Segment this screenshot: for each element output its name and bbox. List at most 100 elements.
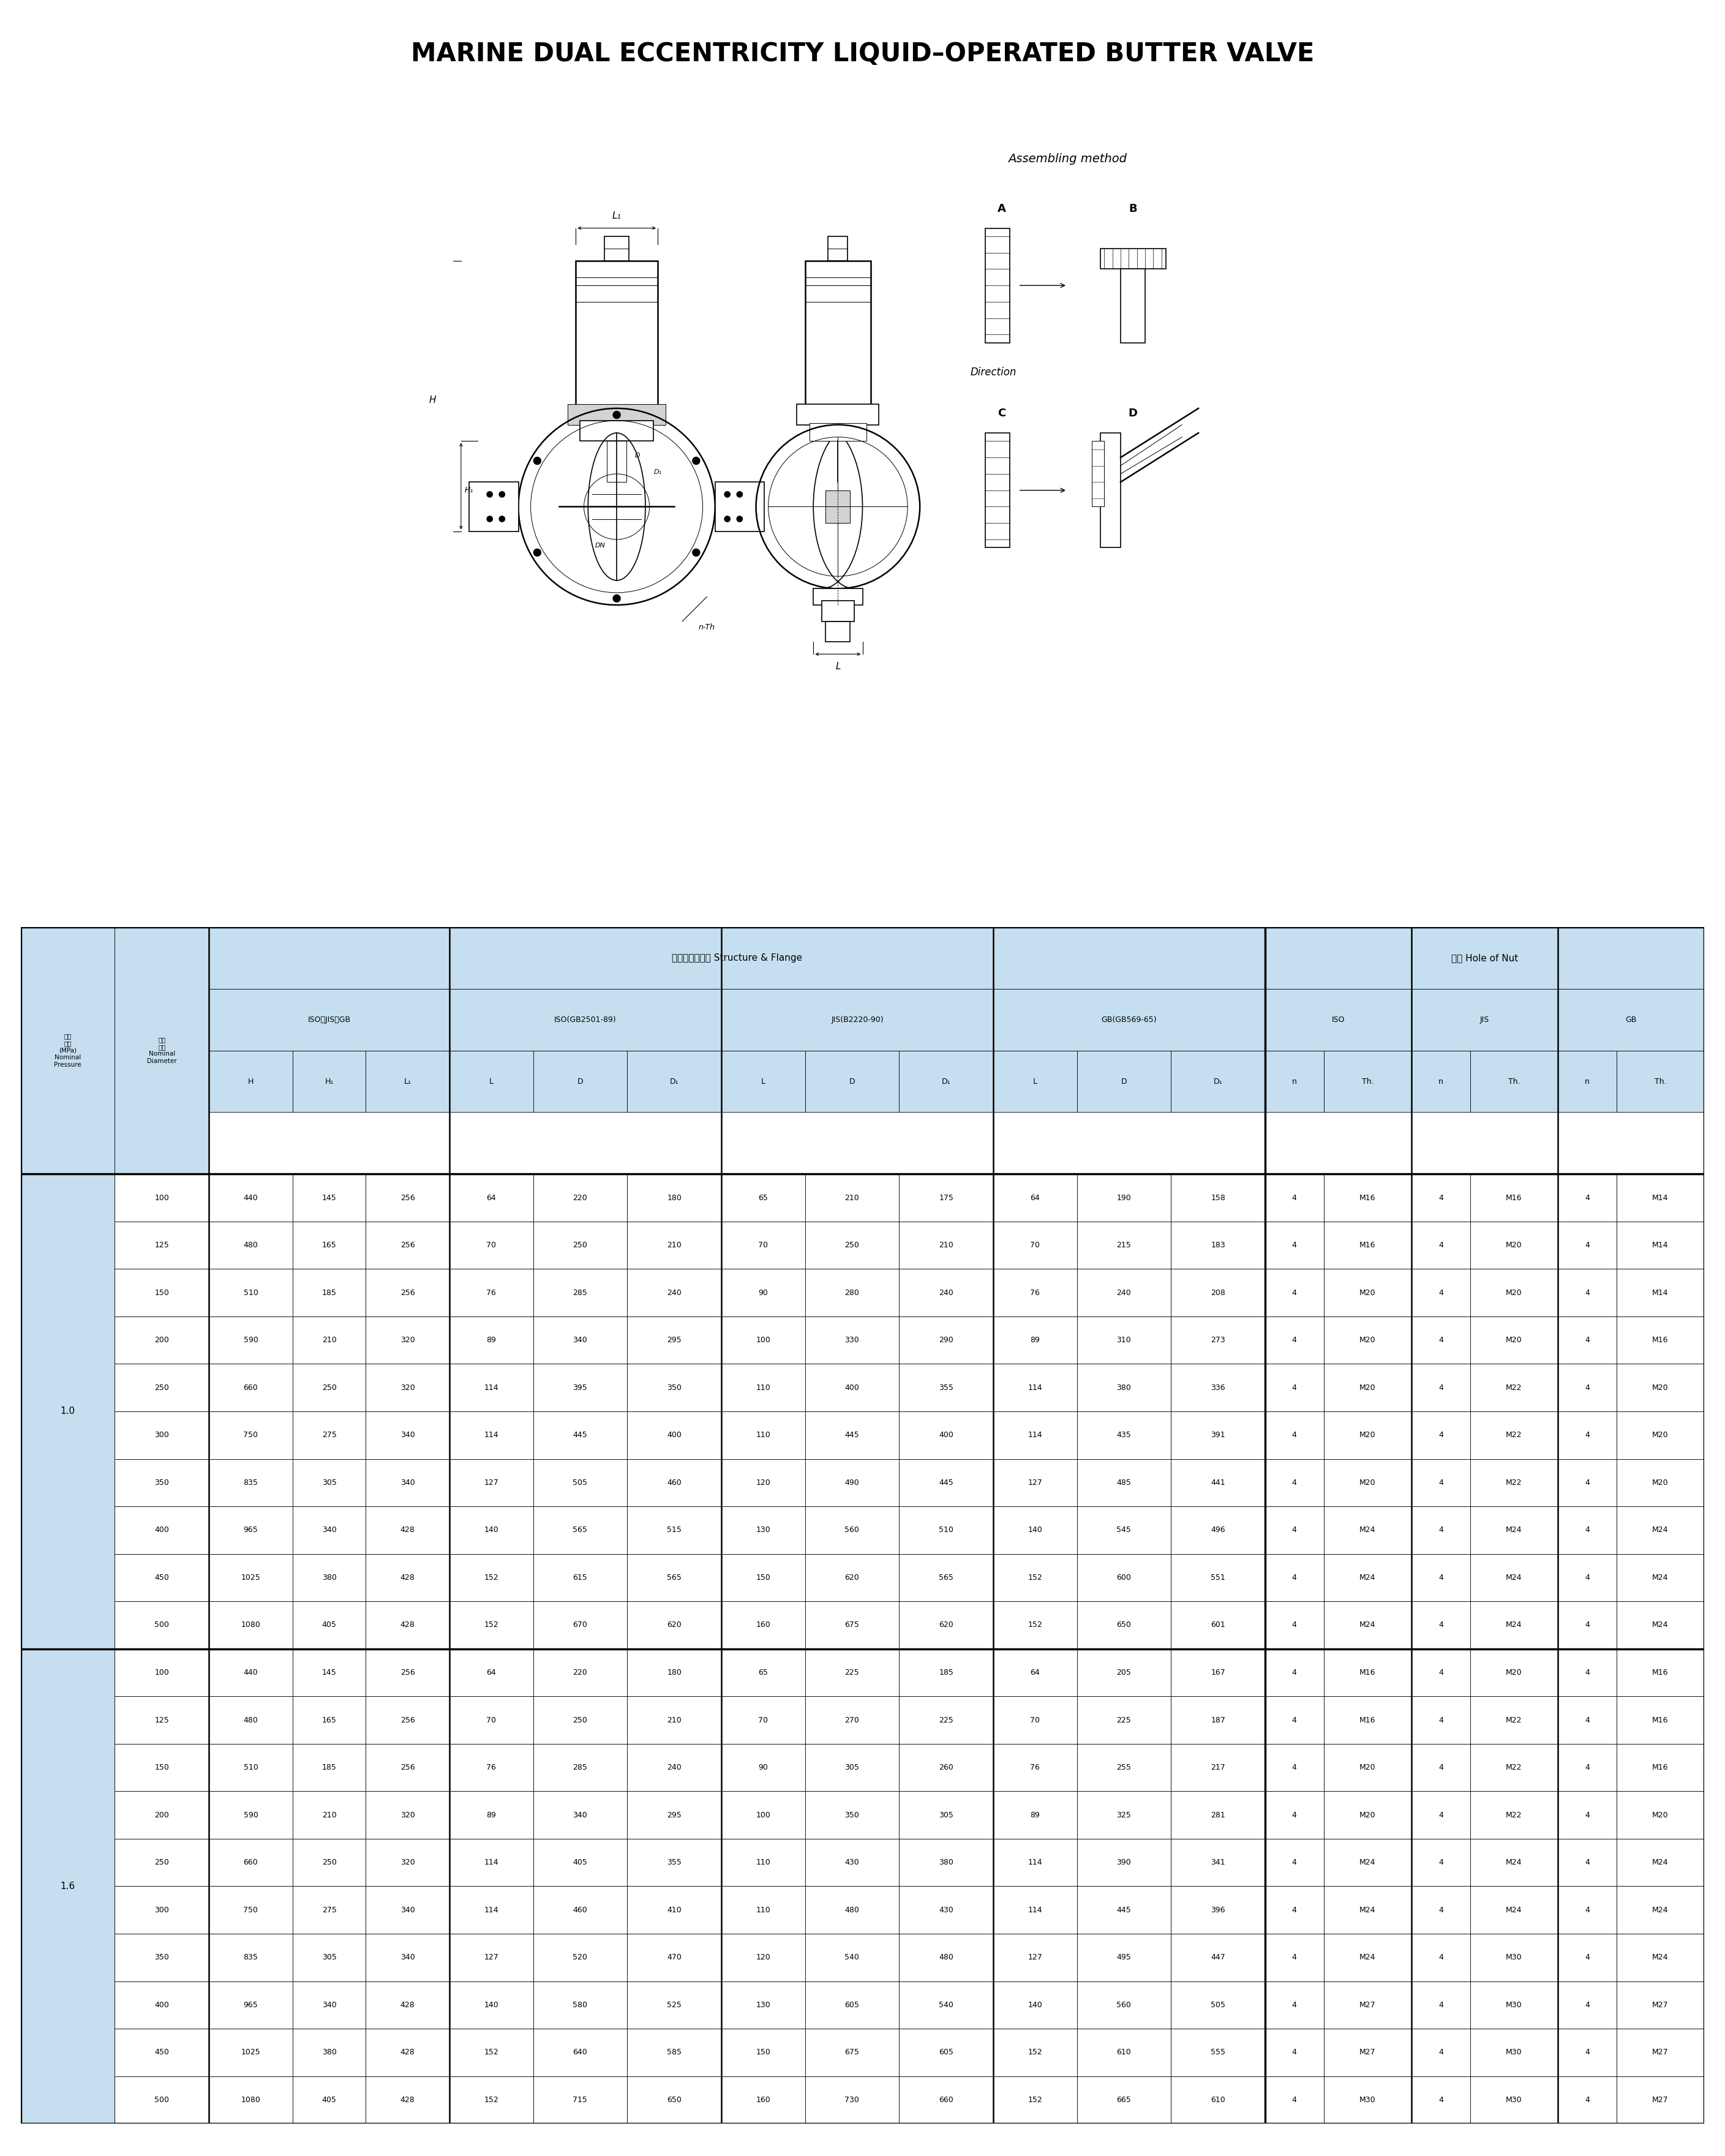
- Text: 127: 127: [1028, 1479, 1042, 1488]
- Bar: [1171, 2029, 1264, 2076]
- Bar: [721, 1649, 806, 1697]
- Bar: [1616, 1602, 1704, 1649]
- Text: 428: 428: [400, 2048, 416, 2057]
- Text: 165: 165: [323, 1716, 336, 1725]
- Bar: [293, 1887, 366, 1934]
- Text: 380: 380: [323, 2048, 336, 2057]
- Bar: [1616, 1365, 1704, 1412]
- Bar: [533, 1934, 628, 1981]
- Bar: [1323, 1697, 1411, 1744]
- Bar: [1616, 1317, 1704, 1365]
- Bar: [899, 1270, 994, 1317]
- Text: 225: 225: [938, 1716, 954, 1725]
- Bar: [1076, 1317, 1171, 1365]
- Bar: [1558, 1554, 1616, 1602]
- Bar: [628, 1554, 721, 1602]
- Bar: [293, 1175, 366, 1222]
- Bar: [209, 1365, 293, 1412]
- Text: H₁: H₁: [324, 1078, 333, 1084]
- Text: 305: 305: [323, 1479, 336, 1488]
- Text: 4: 4: [1439, 1289, 1444, 1296]
- Text: 4: 4: [1292, 2048, 1297, 2057]
- Bar: [899, 1981, 994, 2029]
- Text: 325: 325: [1116, 1811, 1132, 1820]
- Bar: [1411, 1602, 1470, 1649]
- Text: 350: 350: [845, 1811, 859, 1820]
- Text: 640: 640: [573, 2048, 588, 2057]
- Text: 185: 185: [323, 1764, 336, 1772]
- Bar: [994, 1317, 1076, 1365]
- Text: 4: 4: [1439, 1432, 1444, 1440]
- Text: 4: 4: [1585, 1384, 1590, 1391]
- Bar: [1470, 1507, 1558, 1554]
- Bar: [1076, 1412, 1171, 1460]
- Bar: [21, 927, 116, 1175]
- Bar: [899, 1050, 994, 1112]
- Bar: [1470, 1792, 1558, 1839]
- Circle shape: [612, 412, 621, 418]
- Bar: [899, 1839, 994, 1887]
- Text: 340: 340: [573, 1337, 588, 1343]
- Text: 660: 660: [243, 1858, 259, 1867]
- Bar: [1616, 1222, 1704, 1270]
- Text: 256: 256: [400, 1716, 416, 1725]
- Text: 130: 130: [756, 1526, 771, 1535]
- Bar: [209, 1554, 293, 1602]
- Text: M16: M16: [1653, 1669, 1668, 1677]
- Text: M30: M30: [1506, 2048, 1521, 2057]
- Text: M20: M20: [1359, 1479, 1377, 1488]
- Text: 275: 275: [323, 1906, 336, 1915]
- Bar: [450, 1649, 533, 1697]
- Bar: [366, 1175, 450, 1222]
- Bar: [826, 489, 850, 524]
- Bar: [1616, 1554, 1704, 1602]
- Text: 400: 400: [938, 1432, 954, 1440]
- Text: 螺孔 Hole of Nut: 螺孔 Hole of Nut: [1451, 953, 1518, 962]
- Bar: [1616, 1744, 1704, 1792]
- Text: GB: GB: [1625, 1015, 1637, 1024]
- Bar: [721, 1050, 806, 1112]
- Text: 152: 152: [1028, 1621, 1042, 1630]
- Bar: [994, 2029, 1076, 2076]
- Text: M24: M24: [1359, 1953, 1377, 1962]
- Text: 200: 200: [155, 1811, 169, 1820]
- Text: 结构及法兰尺寸 Structure & Flange: 结构及法兰尺寸 Structure & Flange: [671, 953, 802, 962]
- Text: 76: 76: [1030, 1764, 1040, 1772]
- Text: 4: 4: [1439, 1526, 1444, 1535]
- Text: Th.: Th.: [1361, 1078, 1373, 1084]
- Text: M27: M27: [1359, 2001, 1377, 2009]
- Bar: [533, 1050, 628, 1112]
- Text: 210: 210: [845, 1194, 859, 1201]
- Text: M20: M20: [1653, 1384, 1668, 1391]
- Text: 430: 430: [938, 1906, 954, 1915]
- Bar: [721, 1602, 806, 1649]
- Text: 285: 285: [573, 1289, 588, 1296]
- Text: 320: 320: [400, 1384, 416, 1391]
- Bar: [293, 1744, 366, 1792]
- Text: 295: 295: [668, 1811, 681, 1820]
- Text: M20: M20: [1359, 1432, 1377, 1440]
- Bar: [721, 1792, 806, 1839]
- Text: 256: 256: [400, 1764, 416, 1772]
- Bar: [209, 1050, 293, 1112]
- Text: 445: 445: [938, 1479, 954, 1488]
- Text: M16: M16: [1506, 1194, 1521, 1201]
- Circle shape: [692, 548, 700, 556]
- Text: 114: 114: [1028, 1432, 1042, 1440]
- Text: 495: 495: [1116, 1953, 1132, 1962]
- Text: M24: M24: [1359, 1906, 1377, 1915]
- Bar: [1558, 1317, 1616, 1365]
- Text: 220: 220: [573, 1669, 588, 1677]
- Bar: [1411, 1365, 1470, 1412]
- Text: 300: 300: [155, 1432, 169, 1440]
- Text: 560: 560: [845, 1526, 859, 1535]
- Text: 750: 750: [243, 1906, 259, 1915]
- Bar: [1121, 270, 1145, 343]
- Text: 220: 220: [573, 1194, 588, 1201]
- Text: 480: 480: [845, 1906, 859, 1915]
- Text: 185: 185: [938, 1669, 954, 1677]
- Bar: [899, 1317, 994, 1365]
- Bar: [533, 2076, 628, 2124]
- Text: 152: 152: [1028, 2048, 1042, 2057]
- Text: 4: 4: [1292, 1194, 1297, 1201]
